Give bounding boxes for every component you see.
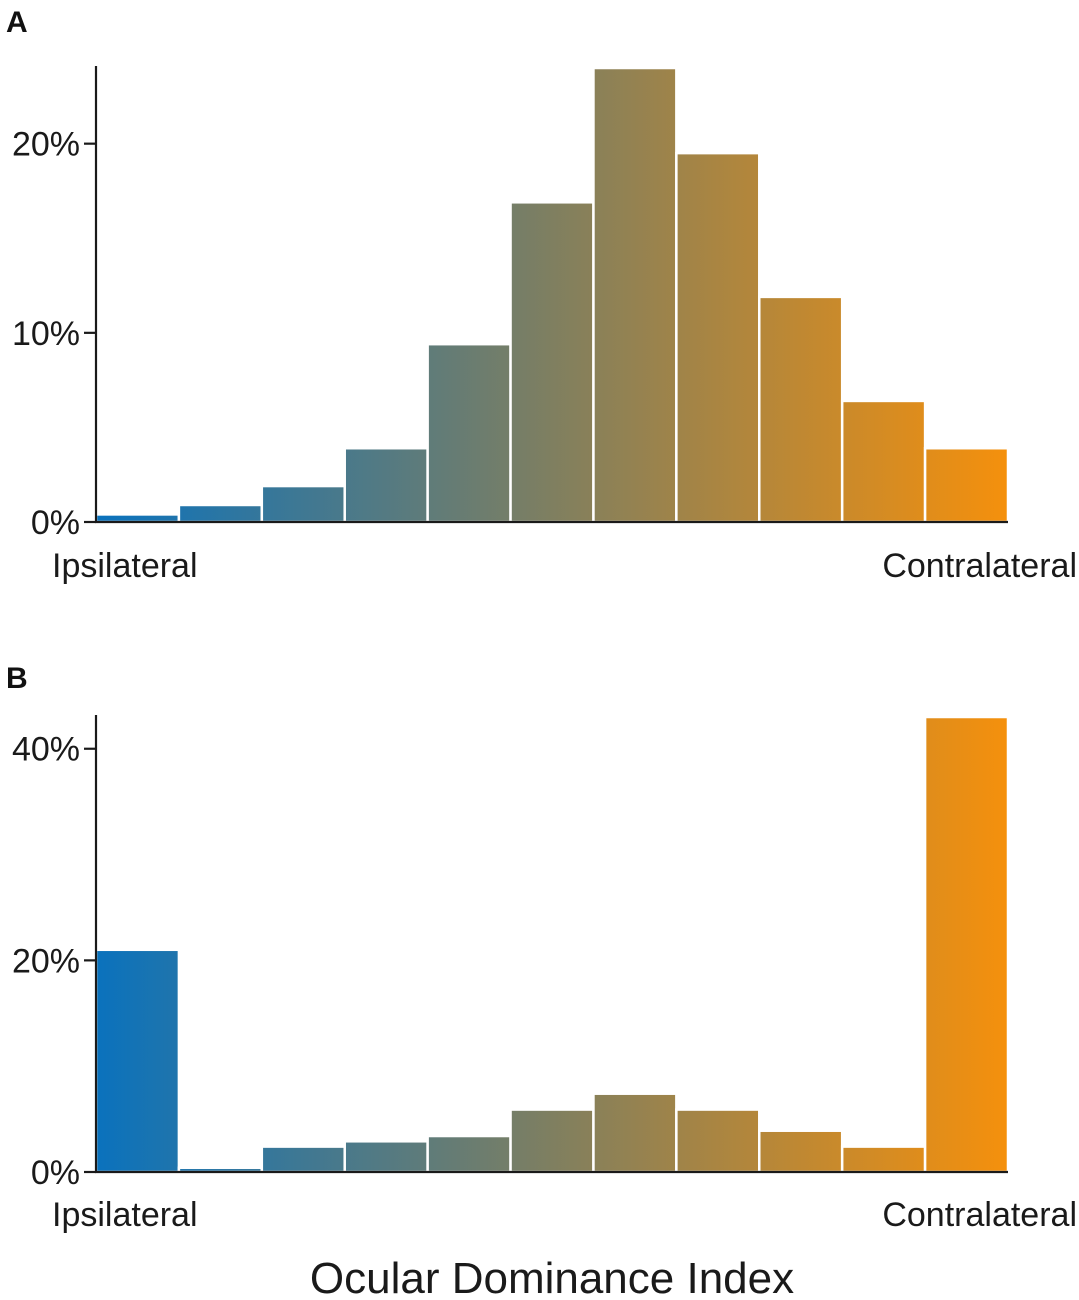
y-tick-label: 20% (12, 942, 80, 980)
bar-5 (426, 342, 512, 524)
bar-8 (675, 151, 761, 524)
bar-2 (177, 503, 264, 524)
bar-4 (343, 446, 429, 524)
panel-a-ipsilateral-label: Ipsilateral (52, 547, 198, 585)
bar-8 (675, 1108, 761, 1174)
panel-a-histogram: A 0% 10% 20% Ipsilateral Contralateral (6, 6, 1077, 585)
bar-6 (509, 201, 595, 524)
panel-a-y-ticks: 0% 10% 20% (12, 126, 96, 542)
panel-b-letter: B (6, 662, 28, 695)
x-axis-title: Ocular Dominance Index (310, 1254, 794, 1300)
bar-6 (509, 1108, 595, 1174)
panel-a-letter: A (6, 6, 28, 39)
bar-10 (840, 399, 927, 524)
y-tick-label: 20% (12, 126, 80, 164)
bar-11 (923, 446, 1010, 524)
bar-3 (260, 1145, 346, 1174)
bar-1 (94, 948, 181, 1174)
y-tick-label: 0% (31, 1154, 80, 1192)
bar-7 (592, 66, 678, 524)
bar-11 (923, 715, 1010, 1174)
bar-1 (94, 513, 181, 524)
y-tick-label: 10% (12, 315, 80, 353)
bar-7 (592, 1092, 678, 1174)
panel-b-bars (94, 715, 1010, 1174)
bar-3 (260, 484, 346, 524)
panel-b-contralateral-label: Contralateral (882, 1196, 1077, 1234)
panel-b-ipsilateral-label: Ipsilateral (52, 1196, 198, 1234)
panel-b-histogram: B 0% 20% 40% Ipsilateral Contralateral (6, 662, 1077, 1234)
y-tick-label: 40% (12, 731, 80, 769)
panel-a-contralateral-label: Contralateral (882, 547, 1077, 585)
bar-9 (758, 1129, 844, 1174)
panel-b-y-ticks: 0% 20% 40% (12, 731, 96, 1192)
bar-5 (426, 1134, 512, 1174)
bar-9 (758, 295, 844, 524)
bar-4 (343, 1140, 429, 1174)
panel-a-bars (94, 66, 1010, 524)
y-tick-label: 0% (31, 504, 80, 542)
bar-10 (840, 1145, 927, 1174)
